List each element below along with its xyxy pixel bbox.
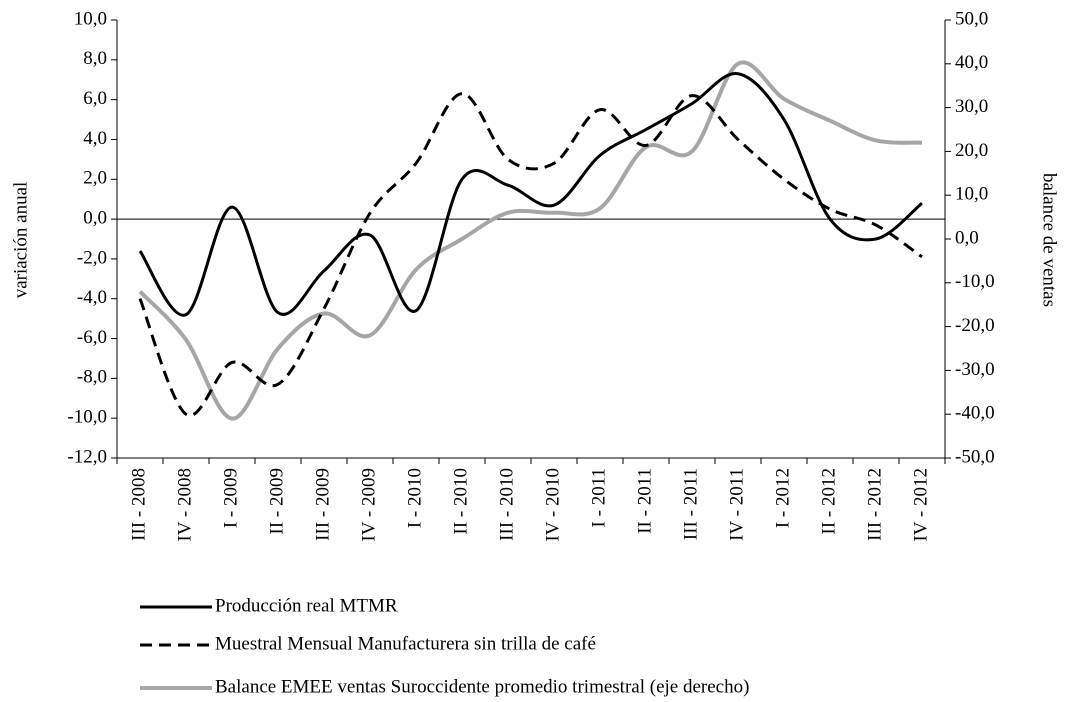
x-tick-label: I - 2011 (588, 468, 609, 527)
legend-label: Muestral Mensual Manufacturera sin trill… (215, 633, 596, 654)
y2-tick-label: 30,0 (955, 96, 988, 117)
x-tick-label: IV - 2011 (726, 468, 747, 541)
x-tick-label: IV - 2012 (910, 468, 931, 542)
y-axis-label: variación anual (10, 182, 31, 299)
y2-tick-label: 50,0 (955, 8, 988, 29)
y-tick-label: 10,0 (74, 8, 107, 29)
legend-label: Balance EMEE ventas Suroccidente promedi… (215, 676, 749, 697)
y2-tick-label: -20,0 (955, 315, 995, 336)
x-tick-label: IV - 2008 (174, 468, 195, 542)
y2-axis-label: balance de ventas (1039, 173, 1060, 307)
y2-tick-label: -10,0 (955, 271, 995, 292)
x-tick-label: II - 2010 (450, 468, 471, 534)
y-tick-label: 0,0 (83, 207, 107, 228)
y2-tick-label: 0,0 (955, 227, 979, 248)
y2-tick-label: -30,0 (955, 359, 995, 380)
x-tick-label: IV - 2009 (358, 468, 379, 542)
y-tick-label: -10,0 (67, 407, 107, 428)
x-tick-label: IV - 2010 (542, 468, 563, 542)
y-tick-label: -6,0 (77, 327, 107, 348)
y-tick-label: 8,0 (83, 48, 107, 69)
x-tick-label: I - 2012 (772, 468, 793, 528)
x-tick-label: I - 2009 (220, 468, 241, 528)
x-tick-label: III - 2009 (312, 468, 333, 541)
y-tick-label: -2,0 (77, 247, 107, 268)
x-tick-label: II - 2012 (818, 468, 839, 534)
y2-tick-label: 40,0 (955, 52, 988, 73)
y2-tick-label: -40,0 (955, 403, 995, 424)
x-tick-label: I - 2010 (404, 468, 425, 528)
y-tick-label: 6,0 (83, 88, 107, 109)
x-tick-label: III - 2008 (128, 468, 149, 541)
x-tick-label: II - 2011 (634, 468, 655, 534)
series-line (138, 92, 923, 417)
y-tick-label: -4,0 (77, 287, 107, 308)
y2-tick-label: -50,0 (955, 446, 995, 467)
x-tick-label: III - 2011 (680, 468, 701, 540)
x-tick-label: II - 2009 (266, 468, 287, 534)
x-tick-label: III - 2012 (864, 468, 885, 541)
x-tick-label: III - 2010 (496, 468, 517, 541)
y2-tick-label: 20,0 (955, 140, 988, 161)
y-tick-label: 4,0 (83, 128, 107, 149)
y2-tick-label: 10,0 (955, 184, 988, 205)
y-tick-label: 2,0 (83, 168, 107, 189)
legend-label: Producción real MTMR (215, 595, 398, 616)
series-line (138, 60, 923, 421)
y-tick-label: -12,0 (67, 446, 107, 467)
y-tick-label: -8,0 (77, 367, 107, 388)
series-line (138, 72, 923, 317)
